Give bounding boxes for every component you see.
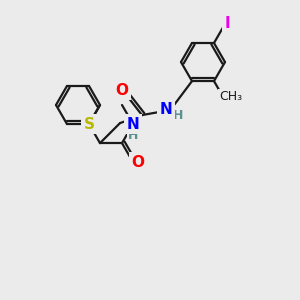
Text: N: N [160, 102, 172, 117]
Text: S: S [83, 117, 94, 132]
Text: O: O [131, 155, 145, 170]
Text: O: O [116, 82, 128, 98]
Text: I: I [224, 16, 230, 31]
Text: H: H [128, 129, 138, 142]
Text: H: H [173, 109, 183, 122]
Text: CH₃: CH₃ [219, 90, 243, 103]
Text: N: N [127, 117, 140, 132]
